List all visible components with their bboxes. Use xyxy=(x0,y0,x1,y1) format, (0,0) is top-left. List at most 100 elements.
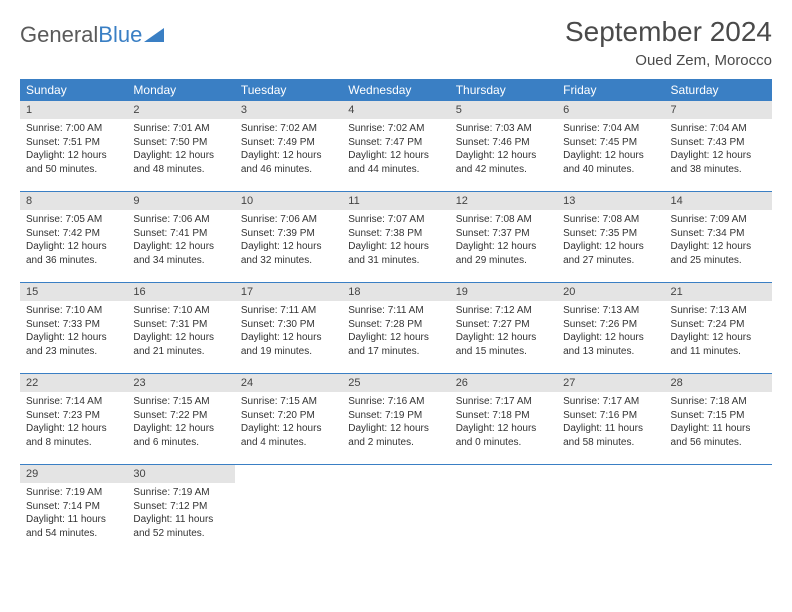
calendar-cell: 28Sunrise: 7:18 AMSunset: 7:15 PMDayligh… xyxy=(665,374,772,465)
weekday-header: Thursday xyxy=(450,79,557,101)
daylight-line: Daylight: 12 hours and 38 minutes. xyxy=(671,149,766,176)
sunset-line: Sunset: 7:31 PM xyxy=(133,318,228,332)
calendar-cell: 20Sunrise: 7:13 AMSunset: 7:26 PMDayligh… xyxy=(557,283,664,374)
daylight-line: Daylight: 12 hours and 46 minutes. xyxy=(241,149,336,176)
calendar-cell: 6Sunrise: 7:04 AMSunset: 7:45 PMDaylight… xyxy=(557,101,664,192)
sunrise-line: Sunrise: 7:06 AM xyxy=(241,213,336,227)
daylight-line: Daylight: 12 hours and 27 minutes. xyxy=(563,240,658,267)
day-details: Sunrise: 7:03 AMSunset: 7:46 PMDaylight:… xyxy=(450,119,557,182)
sunset-line: Sunset: 7:35 PM xyxy=(563,227,658,241)
day-number: 25 xyxy=(342,374,449,392)
calendar-cell: 11Sunrise: 7:07 AMSunset: 7:38 PMDayligh… xyxy=(342,192,449,283)
sunset-line: Sunset: 7:42 PM xyxy=(26,227,121,241)
sunrise-line: Sunrise: 7:13 AM xyxy=(563,304,658,318)
day-details: Sunrise: 7:12 AMSunset: 7:27 PMDaylight:… xyxy=(450,301,557,364)
day-details: Sunrise: 7:06 AMSunset: 7:41 PMDaylight:… xyxy=(127,210,234,273)
day-number: 22 xyxy=(20,374,127,392)
calendar-cell xyxy=(665,465,772,556)
day-number: 7 xyxy=(665,101,772,119)
sunrise-line: Sunrise: 7:15 AM xyxy=(241,395,336,409)
sunset-line: Sunset: 7:28 PM xyxy=(348,318,443,332)
calendar-body: 1Sunrise: 7:00 AMSunset: 7:51 PMDaylight… xyxy=(20,101,772,555)
day-number: 29 xyxy=(20,465,127,483)
sunrise-line: Sunrise: 7:17 AM xyxy=(563,395,658,409)
sunset-line: Sunset: 7:23 PM xyxy=(26,409,121,423)
sunrise-line: Sunrise: 7:19 AM xyxy=(133,486,228,500)
day-number: 24 xyxy=(235,374,342,392)
day-number: 9 xyxy=(127,192,234,210)
sunrise-line: Sunrise: 7:09 AM xyxy=(671,213,766,227)
daylight-line: Daylight: 12 hours and 31 minutes. xyxy=(348,240,443,267)
sunrise-line: Sunrise: 7:04 AM xyxy=(671,122,766,136)
day-details: Sunrise: 7:02 AMSunset: 7:49 PMDaylight:… xyxy=(235,119,342,182)
daylight-line: Daylight: 12 hours and 8 minutes. xyxy=(26,422,121,449)
calendar-cell: 12Sunrise: 7:08 AMSunset: 7:37 PMDayligh… xyxy=(450,192,557,283)
day-details: Sunrise: 7:04 AMSunset: 7:45 PMDaylight:… xyxy=(557,119,664,182)
daylight-line: Daylight: 12 hours and 36 minutes. xyxy=(26,240,121,267)
calendar-cell: 18Sunrise: 7:11 AMSunset: 7:28 PMDayligh… xyxy=(342,283,449,374)
daylight-line: Daylight: 12 hours and 2 minutes. xyxy=(348,422,443,449)
daylight-line: Daylight: 11 hours and 54 minutes. xyxy=(26,513,121,540)
sunset-line: Sunset: 7:30 PM xyxy=(241,318,336,332)
day-number: 5 xyxy=(450,101,557,119)
logo-triangle-icon xyxy=(144,28,164,42)
calendar-cell: 29Sunrise: 7:19 AMSunset: 7:14 PMDayligh… xyxy=(20,465,127,556)
calendar-row: 22Sunrise: 7:14 AMSunset: 7:23 PMDayligh… xyxy=(20,374,772,465)
daylight-line: Daylight: 11 hours and 58 minutes. xyxy=(563,422,658,449)
sunrise-line: Sunrise: 7:11 AM xyxy=(241,304,336,318)
calendar-cell: 5Sunrise: 7:03 AMSunset: 7:46 PMDaylight… xyxy=(450,101,557,192)
day-number: 2 xyxy=(127,101,234,119)
day-details: Sunrise: 7:07 AMSunset: 7:38 PMDaylight:… xyxy=(342,210,449,273)
day-number: 30 xyxy=(127,465,234,483)
day-number: 17 xyxy=(235,283,342,301)
sunrise-line: Sunrise: 7:12 AM xyxy=(456,304,551,318)
empty-cell xyxy=(342,465,449,483)
day-details: Sunrise: 7:17 AMSunset: 7:16 PMDaylight:… xyxy=(557,392,664,455)
sunset-line: Sunset: 7:16 PM xyxy=(563,409,658,423)
weekday-header: Friday xyxy=(557,79,664,101)
daylight-line: Daylight: 12 hours and 48 minutes. xyxy=(133,149,228,176)
calendar-cell: 23Sunrise: 7:15 AMSunset: 7:22 PMDayligh… xyxy=(127,374,234,465)
day-details: Sunrise: 7:13 AMSunset: 7:24 PMDaylight:… xyxy=(665,301,772,364)
calendar-row: 15Sunrise: 7:10 AMSunset: 7:33 PMDayligh… xyxy=(20,283,772,374)
daylight-line: Daylight: 12 hours and 42 minutes. xyxy=(456,149,551,176)
sunset-line: Sunset: 7:18 PM xyxy=(456,409,551,423)
day-details: Sunrise: 7:18 AMSunset: 7:15 PMDaylight:… xyxy=(665,392,772,455)
calendar-cell: 26Sunrise: 7:17 AMSunset: 7:18 PMDayligh… xyxy=(450,374,557,465)
day-details: Sunrise: 7:15 AMSunset: 7:20 PMDaylight:… xyxy=(235,392,342,455)
day-number: 8 xyxy=(20,192,127,210)
day-details: Sunrise: 7:08 AMSunset: 7:35 PMDaylight:… xyxy=(557,210,664,273)
daylight-line: Daylight: 12 hours and 6 minutes. xyxy=(133,422,228,449)
calendar-row: 29Sunrise: 7:19 AMSunset: 7:14 PMDayligh… xyxy=(20,465,772,556)
empty-cell xyxy=(450,465,557,483)
sunrise-line: Sunrise: 7:13 AM xyxy=(671,304,766,318)
logo-text-general: General xyxy=(20,22,98,48)
sunrise-line: Sunrise: 7:19 AM xyxy=(26,486,121,500)
sunrise-line: Sunrise: 7:18 AM xyxy=(671,395,766,409)
day-number: 4 xyxy=(342,101,449,119)
sunset-line: Sunset: 7:41 PM xyxy=(133,227,228,241)
day-details: Sunrise: 7:17 AMSunset: 7:18 PMDaylight:… xyxy=(450,392,557,455)
calendar-cell xyxy=(235,465,342,556)
day-number: 26 xyxy=(450,374,557,392)
sunrise-line: Sunrise: 7:03 AM xyxy=(456,122,551,136)
calendar-cell: 22Sunrise: 7:14 AMSunset: 7:23 PMDayligh… xyxy=(20,374,127,465)
sunset-line: Sunset: 7:38 PM xyxy=(348,227,443,241)
sunrise-line: Sunrise: 7:17 AM xyxy=(456,395,551,409)
sunset-line: Sunset: 7:26 PM xyxy=(563,318,658,332)
day-number: 1 xyxy=(20,101,127,119)
day-number: 19 xyxy=(450,283,557,301)
sunrise-line: Sunrise: 7:01 AM xyxy=(133,122,228,136)
sunrise-line: Sunrise: 7:16 AM xyxy=(348,395,443,409)
sunset-line: Sunset: 7:14 PM xyxy=(26,500,121,514)
day-number: 3 xyxy=(235,101,342,119)
day-details: Sunrise: 7:14 AMSunset: 7:23 PMDaylight:… xyxy=(20,392,127,455)
day-details: Sunrise: 7:15 AMSunset: 7:22 PMDaylight:… xyxy=(127,392,234,455)
empty-cell xyxy=(665,465,772,483)
daylight-line: Daylight: 12 hours and 4 minutes. xyxy=(241,422,336,449)
day-details: Sunrise: 7:19 AMSunset: 7:14 PMDaylight:… xyxy=(20,483,127,546)
day-number: 28 xyxy=(665,374,772,392)
daylight-line: Daylight: 12 hours and 11 minutes. xyxy=(671,331,766,358)
sunset-line: Sunset: 7:22 PM xyxy=(133,409,228,423)
weekday-header: Wednesday xyxy=(342,79,449,101)
